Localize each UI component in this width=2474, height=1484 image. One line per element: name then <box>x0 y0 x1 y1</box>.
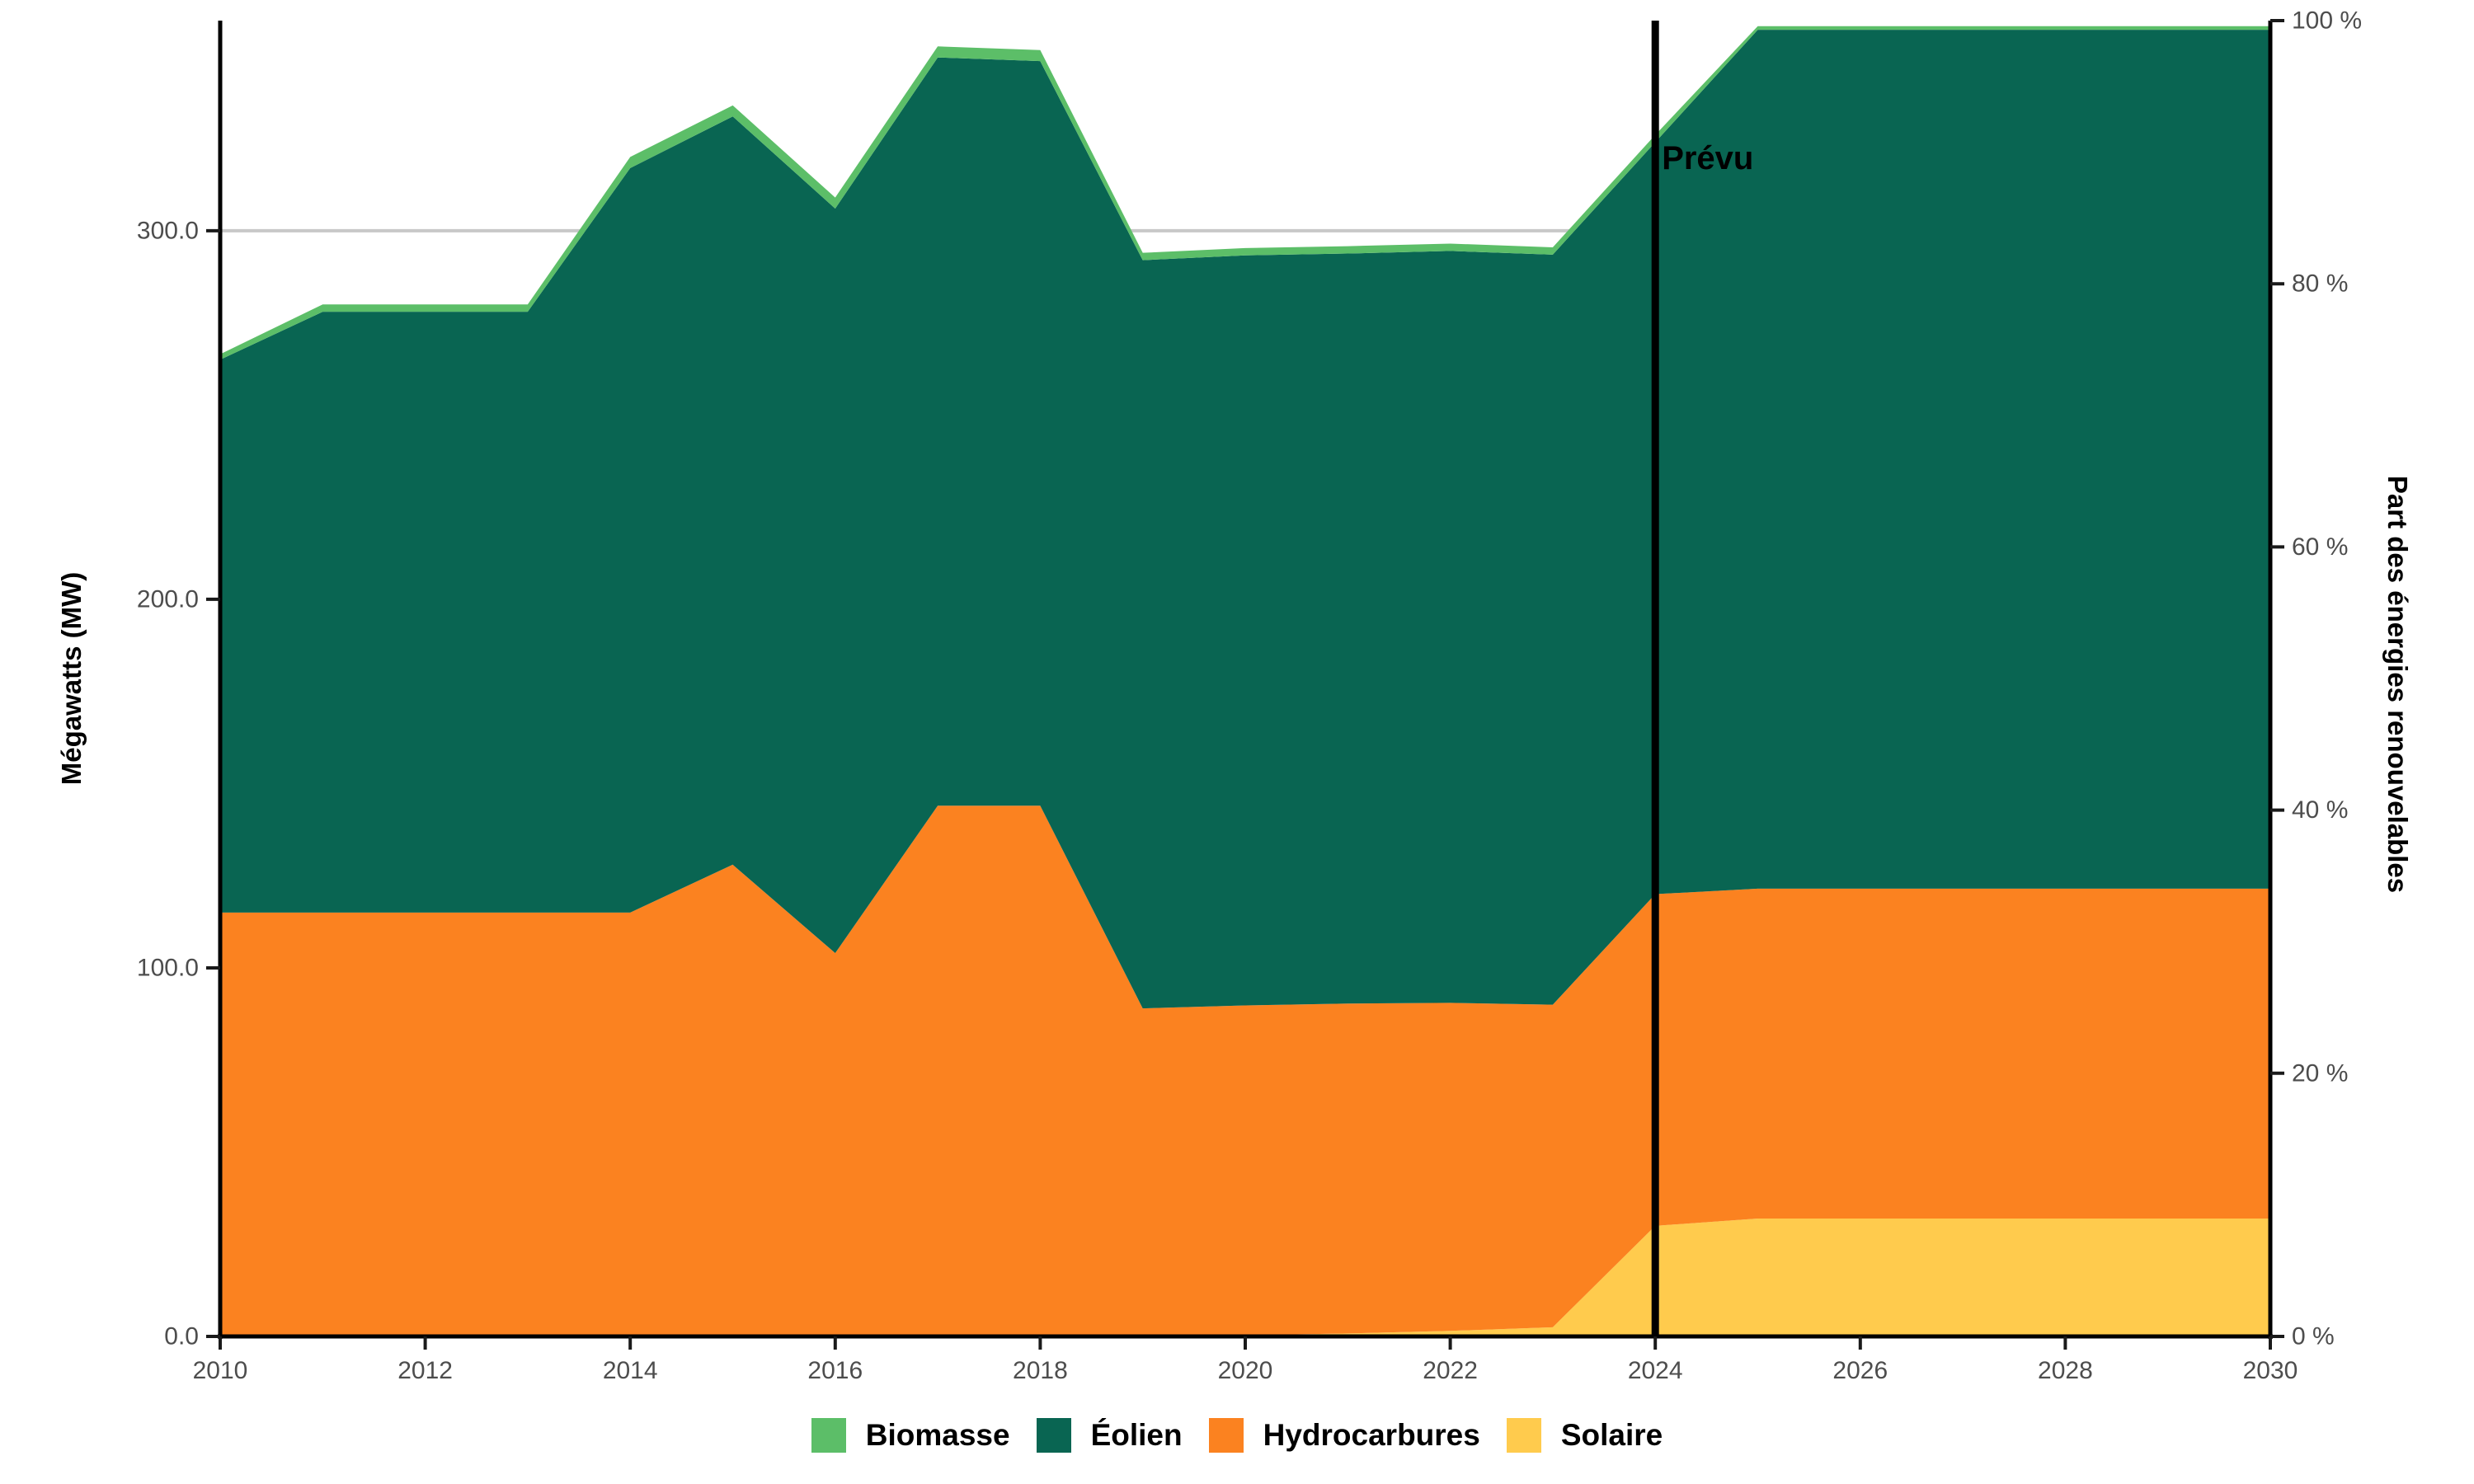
area-solaire <box>220 1218 2270 1336</box>
y-right-tick-label: 60 % <box>2292 533 2348 561</box>
area-biomasse <box>220 26 2270 360</box>
legend-swatch <box>811 1418 846 1453</box>
legend-item-biomasse: Biomasse <box>811 1418 1010 1453</box>
y-left-tick-label: 0.0 <box>164 1323 199 1350</box>
legend-item-solaire: Solaire <box>1506 1418 1663 1453</box>
x-tick-label: 2030 <box>2243 1357 2298 1384</box>
x-tick-label: 2024 <box>1628 1357 1683 1384</box>
y-left-tick-label: 200.0 <box>137 585 199 613</box>
legend-label: Éolien <box>1090 1418 1183 1452</box>
area-series <box>220 26 2270 1336</box>
y-right-tick-label: 20 % <box>2292 1059 2348 1087</box>
x-tick-label: 2016 <box>807 1357 863 1384</box>
x-tick-label: 2014 <box>603 1357 658 1384</box>
x-tick-label: 2022 <box>1423 1357 1478 1384</box>
legend-swatch <box>1506 1418 1541 1453</box>
area-olien <box>220 30 2270 1009</box>
x-tick-label: 2028 <box>2038 1357 2093 1384</box>
legend-item-hydrocarbures: Hydrocarbures <box>1208 1418 1480 1453</box>
x-tick-label: 2010 <box>193 1357 248 1384</box>
y-right-tick-label: 40 % <box>2292 796 2348 824</box>
left-axis-title: Mégawatts (MW) <box>56 572 87 786</box>
x-tick-label: 2012 <box>397 1357 453 1384</box>
x-tick-label: 2026 <box>1832 1357 1888 1384</box>
legend-label: Hydrocarbures <box>1263 1418 1480 1452</box>
y-left-tick-label: 300.0 <box>137 217 199 244</box>
legend-swatch <box>1036 1418 1071 1453</box>
legend-swatch <box>1208 1418 1244 1453</box>
axis-ticks: 0.0 100.0 200.0 300.0 0 % 20 % 40 % 60 % 80 % 100… <box>137 7 2362 1385</box>
y-right-tick-label: 100 % <box>2292 7 2362 35</box>
right-axis-title: Part des énergies renouvelables <box>2382 476 2413 893</box>
legend-item-olien: Éolien <box>1036 1418 1183 1453</box>
y-left-tick-label: 100.0 <box>137 954 199 981</box>
legend-label: Biomasse <box>865 1418 1010 1452</box>
y-right-tick-label: 80 % <box>2292 270 2348 298</box>
area-hydrocarbures <box>220 805 2270 1336</box>
x-tick-label: 2020 <box>1218 1357 1273 1384</box>
annotation-prevu-label: Prévu <box>1662 140 1753 176</box>
y-right-tick-label: 0 % <box>2292 1323 2335 1350</box>
legend: Biomasse Éolien Hydrocarbures Solaire <box>0 1418 2474 1453</box>
legend-label: Solaire <box>1560 1418 1663 1452</box>
x-tick-label: 2018 <box>1013 1357 1068 1384</box>
